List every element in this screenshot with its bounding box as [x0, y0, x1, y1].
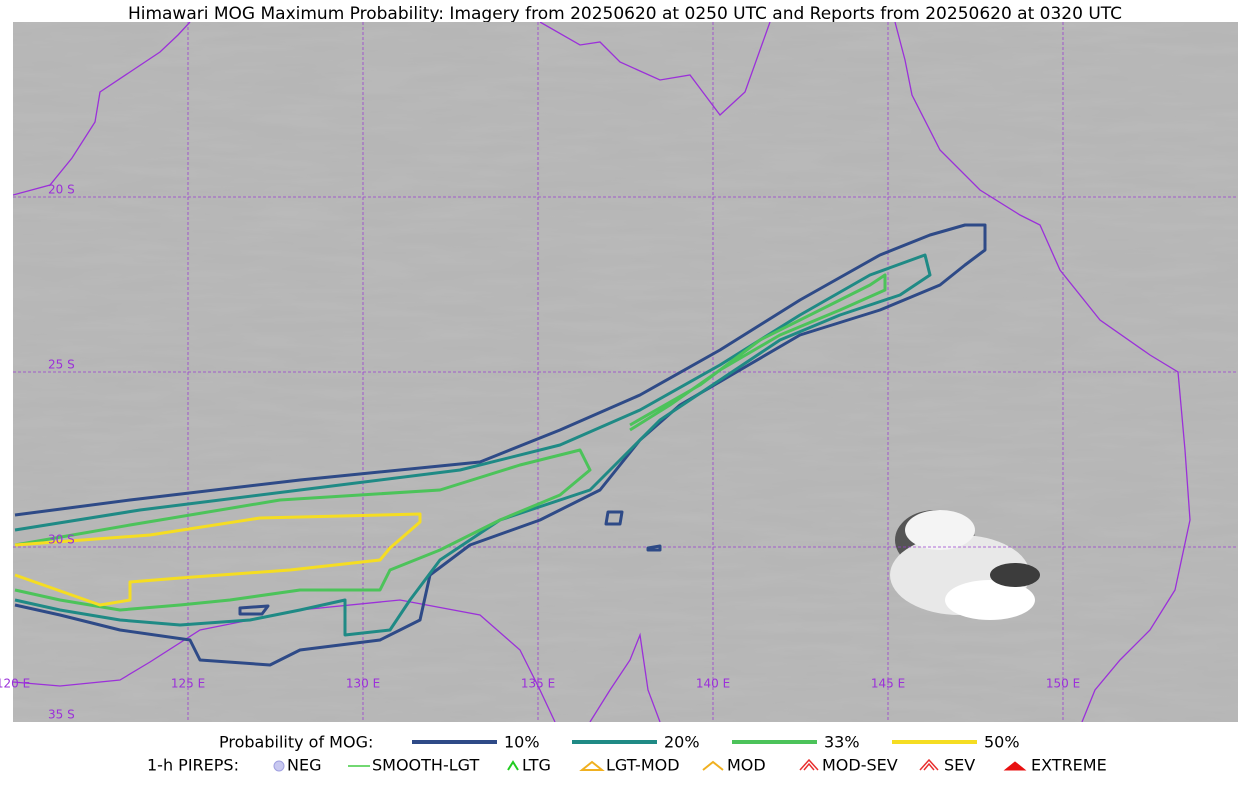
lat-label: 30 S — [48, 533, 75, 547]
contour-33 — [14, 448, 592, 612]
pirep-label: LGT-MOD — [606, 756, 680, 775]
lon-label: 140 E — [696, 677, 730, 691]
lat-label: 20 S — [48, 183, 75, 197]
graticule-labels: 20 S 25 S 30 S 35 S 120 E 125 E 130 E 135 E 140 … — [0, 183, 1080, 722]
lon-label: 145 E — [871, 677, 905, 691]
pirep-icon — [507, 760, 519, 771]
graticule — [13, 22, 1238, 722]
pirep-label: SMOOTH-LGT — [372, 756, 479, 775]
legend-label: 10% — [504, 733, 540, 752]
lat-label: 35 S — [48, 708, 75, 722]
pirep-icon — [273, 760, 285, 772]
contour-10 — [238, 510, 662, 616]
mog-legend-title: Probability of MOG: — [219, 733, 373, 752]
legend-label: 20% — [664, 733, 700, 752]
lon-label: 150 E — [1046, 677, 1080, 691]
pirep-label: SEV — [944, 756, 975, 775]
contour-33 — [629, 273, 887, 432]
pirep-icon — [919, 758, 939, 771]
contour-10 — [14, 223, 987, 667]
pirep-label: NEG — [287, 756, 321, 775]
pireps-legend-title: 1-h PIREPS: — [147, 756, 239, 775]
legend-label: 33% — [824, 733, 860, 752]
coastline — [894, 22, 1191, 722]
coastline — [13, 22, 191, 196]
pirep-label: MOD — [727, 756, 766, 775]
pirep-label: MOD-SEV — [822, 756, 898, 775]
pirep-icon — [579, 760, 605, 771]
lat-label: 25 S — [48, 358, 75, 372]
map — [13, 22, 1238, 722]
lon-label: 120 E — [0, 677, 30, 691]
pirep-icon — [1003, 761, 1027, 771]
contour-20 — [14, 253, 932, 637]
title: Himawari MOG Maximum Probability: Imager… — [128, 4, 1122, 24]
pirep-icon — [799, 758, 819, 771]
pirep-icon — [702, 760, 724, 771]
legend: Probability of MOG: 10% 20% 33% 50% 1-h PIREP… — [147, 733, 1107, 775]
legend-label: 50% — [984, 733, 1020, 752]
pirep-label: LTG — [522, 756, 551, 775]
coastline — [539, 22, 771, 116]
contour-50 — [14, 512, 422, 607]
pirep-label: EXTREME — [1031, 756, 1107, 775]
coastline — [589, 632, 661, 722]
lon-label: 135 E — [521, 677, 555, 691]
storm-cloud — [890, 510, 1040, 620]
lon-label: 130 E — [346, 677, 380, 691]
lon-label: 125 E — [171, 677, 205, 691]
